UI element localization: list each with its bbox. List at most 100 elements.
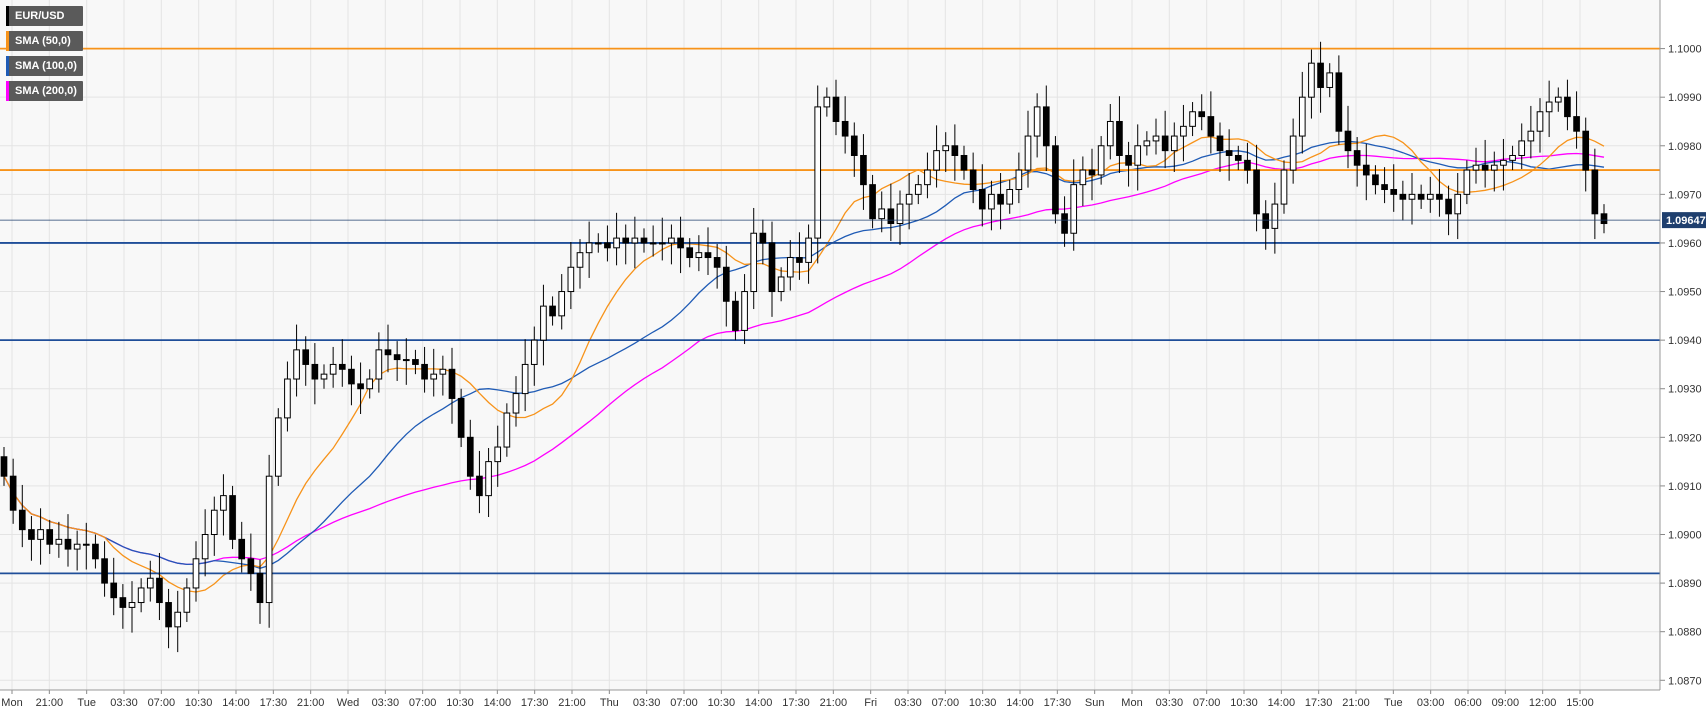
candle-body-75: [686, 247, 694, 259]
candle-body-89: [814, 106, 822, 239]
candle-body-151: [1381, 184, 1388, 191]
candle-body-32: [293, 349, 300, 380]
candle-body-103: [942, 145, 950, 152]
candle-body-106: [969, 169, 977, 191]
y-tick-label-4: 1.0960: [1668, 238, 1702, 250]
candle-body-164: [1500, 159, 1507, 166]
x-tick-label-16: Thu: [600, 697, 619, 709]
candle-body-153: [1399, 193, 1407, 200]
candle-body-36: [329, 363, 337, 375]
candle-body-167: [1527, 130, 1535, 142]
y-tick-label-9: 1.0910: [1668, 481, 1702, 493]
candle-body-53: [485, 461, 492, 497]
candle-body-116: [1061, 213, 1068, 234]
y-tick-label-0: 1.1000: [1668, 44, 1702, 56]
candle-body-73: [668, 237, 675, 244]
x-tick-label-17: 03:30: [633, 697, 661, 709]
candle-body-100: [914, 184, 922, 195]
candles: [0, 41, 1608, 653]
candle-body-18: [165, 602, 172, 628]
candle-body-122: [1116, 120, 1123, 156]
x-tick-label-7: 17:30: [260, 697, 288, 709]
candle-body-6: [55, 538, 63, 545]
last-price-box: [1662, 212, 1706, 229]
candle-body-5: [46, 529, 54, 545]
legend-label-sma-100: SMA (100,0): [15, 60, 77, 72]
x-tick-label-6: 14:00: [222, 697, 250, 709]
x-tick-label-25: 07:00: [932, 697, 960, 709]
candle-body-47: [430, 373, 438, 380]
y-tick-label-12: 1.0880: [1668, 627, 1702, 639]
y-tick-label-2: 1.0980: [1668, 141, 1702, 153]
candle-body-11: [101, 558, 108, 584]
candle-body-139: [1271, 203, 1279, 229]
candle-body-77: [704, 252, 712, 259]
candle-body-143: [1308, 62, 1315, 98]
candle-body-162: [1481, 164, 1489, 171]
candle-body-121: [1106, 120, 1114, 147]
candle-body-115: [1052, 145, 1059, 215]
candle-body-161: [1472, 164, 1480, 171]
legend-sma-100[interactable]: SMA (100,0): [6, 56, 83, 76]
candle-body-69: [631, 237, 639, 244]
horizontal-levels: [0, 47, 1660, 575]
candle-body-156: [1426, 193, 1434, 200]
candle-body-26: [238, 538, 246, 560]
candle-body-111: [1015, 169, 1023, 191]
candle-body-109: [997, 193, 1004, 205]
legend-eurusd[interactable]: EUR/USD: [6, 6, 83, 26]
candle-body-9: [82, 543, 90, 546]
candle-body-67: [613, 237, 620, 249]
candle-body-169: [1545, 101, 1553, 113]
candle-body-38: [348, 368, 355, 385]
candle-body-144: [1317, 62, 1324, 88]
candle-body-10: [92, 543, 99, 560]
y-tick-label-1: 1.0990: [1668, 92, 1702, 104]
candle-body-154: [1408, 193, 1416, 200]
candle-body-171: [1564, 96, 1571, 118]
candle-body-60: [549, 305, 556, 317]
y-tick-label-13: 1.0870: [1668, 675, 1702, 687]
candle-body-129: [1180, 125, 1187, 137]
candle-body-3: [28, 529, 35, 540]
candle-body-97: [887, 208, 895, 225]
x-tick-label-20: 14:00: [745, 697, 773, 709]
candle-body-16: [146, 577, 154, 589]
y-axis: 1.1000 1.0990 1.0980 1.0970 1.0960 1.0950 1.09…: [1659, 0, 1702, 690]
candle-body-92: [841, 120, 849, 137]
candle-body-31: [284, 378, 291, 419]
candle-body-41: [375, 349, 383, 380]
candle-body-163: [1490, 164, 1498, 171]
candle-body-71: [649, 242, 657, 245]
candle-body-68: [622, 237, 630, 244]
x-tick-label-1: 21:00: [36, 697, 64, 709]
candle-body-4: [37, 529, 44, 540]
y-tick-label-11: 1.0890: [1668, 578, 1702, 590]
candle-body-84: [768, 242, 776, 293]
candle-body-145: [1326, 72, 1334, 88]
legend-sma-50[interactable]: SMA (50,0): [6, 31, 83, 51]
candle-body-34: [311, 363, 319, 380]
candle-body-37: [338, 363, 346, 370]
x-tick-label-27: 14:00: [1006, 697, 1034, 709]
legend-swatch-sma-50: [6, 31, 9, 51]
legend: EUR/USD SMA (50,0) SMA (100,0) SMA (200,…: [6, 6, 83, 106]
candle-body-74: [677, 237, 684, 249]
candle-body-136: [1244, 159, 1251, 171]
x-tick-label-37: Tue: [1384, 697, 1403, 709]
candle-body-96: [878, 208, 886, 220]
candle-body-102: [933, 150, 940, 171]
x-tick-label-14: 17:30: [521, 697, 549, 709]
candle-body-45: [412, 359, 419, 365]
candle-body-150: [1372, 174, 1379, 186]
last-price-label: 1.09647: [1666, 215, 1706, 227]
x-tick-label-23: Fri: [864, 697, 877, 709]
candle-body-87: [796, 257, 803, 263]
candle-body-29: [265, 475, 273, 604]
candle-body-112: [1024, 135, 1032, 171]
candle-body-126: [1152, 135, 1160, 142]
candle-body-134: [1225, 150, 1233, 156]
candle-body-127: [1161, 135, 1169, 152]
legend-sma-200[interactable]: SMA (200,0): [6, 81, 83, 101]
candle-body-64: [585, 242, 593, 254]
